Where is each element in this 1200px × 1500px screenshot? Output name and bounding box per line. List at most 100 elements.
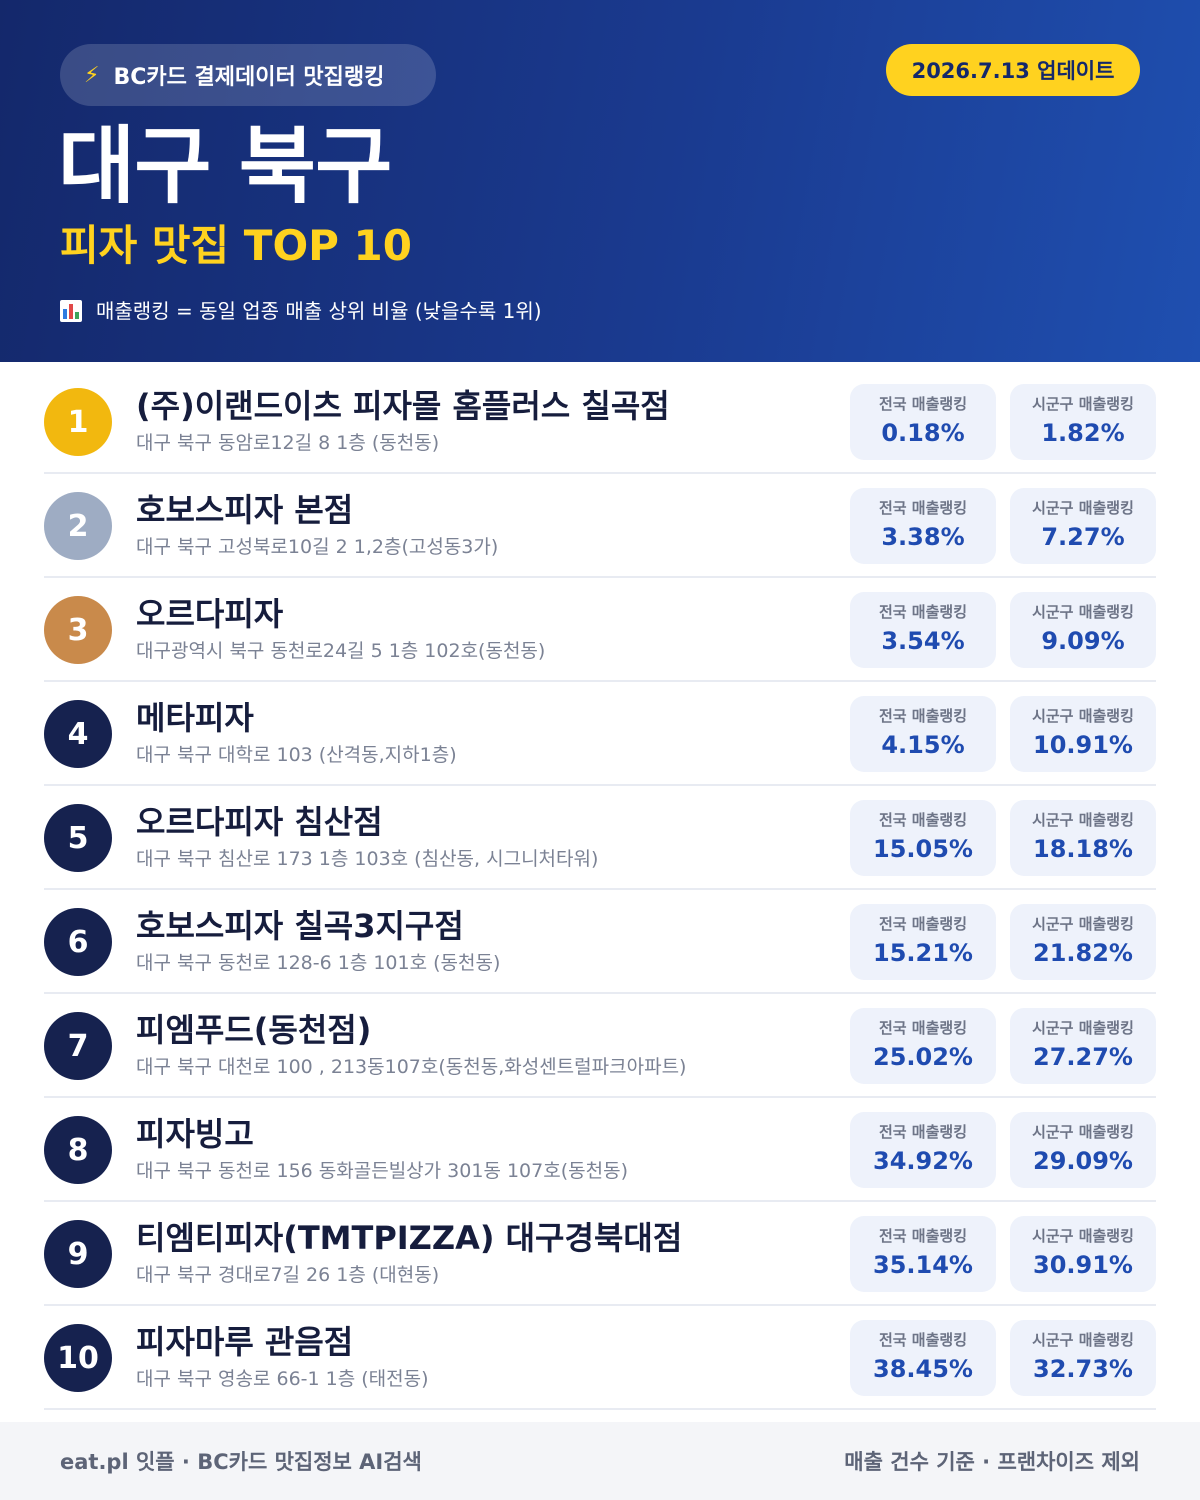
local-ranking-label: 시군구 매출랭킹: [1032, 1123, 1134, 1141]
list-item[interactable]: 8 피자빙고 대구 북구 동천로 156 동화골든빌상가 301동 107호(동천동…: [44, 1098, 1156, 1202]
restaurant-address: 대구 북구 동암로12길 8 1층 (동천동): [136, 432, 440, 454]
local-ranking-card: 시군구 매출랭킹 21.82%: [1010, 904, 1156, 980]
national-ranking-label: 전국 매출랭킹: [878, 915, 968, 933]
national-ranking-card: 전국 매출랭킹 34.92%: [850, 1112, 996, 1188]
restaurant-address: 대구 북구 대천로 100 , 213동107호(동천동,화성센트럴파크아파트): [136, 1056, 687, 1078]
page-subtitle: 피자 맛집 TOP 10: [60, 221, 413, 270]
rank-badge: 5: [44, 804, 112, 872]
rank-badge: 6: [44, 908, 112, 976]
list-item[interactable]: 7 피엠푸드(동천점) 대구 북구 대천로 100 , 213동107호(동천동,화…: [44, 994, 1156, 1098]
rank-badge: 2: [44, 492, 112, 560]
rank-badge: 4: [44, 700, 112, 768]
local-ranking-card: 시군구 매출랭킹 10.91%: [1010, 696, 1156, 772]
local-ranking-card: 시군구 매출랭킹 29.09%: [1010, 1112, 1156, 1188]
restaurant-name[interactable]: 호보스피자 본점: [136, 491, 354, 529]
national-ranking-card: 전국 매출랭킹 38.45%: [850, 1320, 996, 1396]
local-ranking-value: 7.27%: [1041, 523, 1125, 551]
national-ranking-label: 전국 매출랭킹: [878, 811, 968, 829]
restaurant-name[interactable]: 오르다피자 침산점: [136, 803, 383, 841]
national-ranking-card: 전국 매출랭킹 0.18%: [850, 384, 996, 460]
national-ranking-card: 전국 매출랭킹 4.15%: [850, 696, 996, 772]
ranking-note-text: 매출랭킹 = 동일 업종 매출 상위 비율 (낮을수록 1위): [96, 299, 542, 323]
rank-badge: 3: [44, 596, 112, 664]
header-banner: ⚡ BC카드 결제데이터 맛집랭킹 2026.7.13 업데이트 대구 북구 피…: [0, 0, 1200, 362]
local-ranking-value: 30.91%: [1033, 1251, 1133, 1279]
local-ranking-label: 시군구 매출랭킹: [1032, 603, 1134, 621]
rank-badge: 1: [44, 388, 112, 456]
restaurant-name[interactable]: (주)이랜드이츠 피자몰 홈플러스 칠곡점: [136, 387, 670, 425]
national-ranking-value: 3.38%: [881, 523, 965, 551]
footer: eat.pl 잇플 · BC카드 맛집정보 AI검색 매출 건수 기준 · 프랜…: [0, 1422, 1200, 1500]
local-ranking-card: 시군구 매출랭킹 30.91%: [1010, 1216, 1156, 1292]
national-ranking-value: 0.18%: [881, 419, 965, 447]
restaurant-address: 대구 북구 동천로 156 동화골든빌상가 301동 107호(동천동): [136, 1160, 628, 1182]
national-ranking-value: 4.15%: [881, 731, 965, 759]
local-ranking-value: 9.09%: [1041, 627, 1125, 655]
national-ranking-card: 전국 매출랭킹 15.05%: [850, 800, 996, 876]
restaurant-name[interactable]: 호보스피자 칠곡3지구점: [136, 907, 464, 945]
local-ranking-label: 시군구 매출랭킹: [1032, 1227, 1134, 1245]
local-ranking-value: 10.91%: [1033, 731, 1133, 759]
restaurant-address: 대구 북구 경대로7길 26 1층 (대현동): [136, 1264, 440, 1286]
national-ranking-value: 3.54%: [881, 627, 965, 655]
national-ranking-value: 34.92%: [873, 1147, 973, 1175]
local-ranking-label: 시군구 매출랭킹: [1032, 395, 1134, 413]
update-badge: 2026.7.13 업데이트: [886, 44, 1140, 96]
rank-badge: 10: [44, 1324, 112, 1392]
list-item[interactable]: 2 호보스피자 본점 대구 북구 고성북로10길 2 1,2층(고성동3가) 전국 매…: [44, 474, 1156, 578]
restaurant-name[interactable]: 피엠푸드(동천점): [136, 1011, 372, 1049]
restaurant-name[interactable]: 티엠티피자(TMTPIZZA) 대구경북대점: [136, 1219, 683, 1257]
national-ranking-value: 15.05%: [873, 835, 973, 863]
restaurant-address: 대구 북구 영송로 66-1 1층 (태전동): [136, 1368, 429, 1390]
local-ranking-card: 시군구 매출랭킹 18.18%: [1010, 800, 1156, 876]
local-ranking-value: 21.82%: [1033, 939, 1133, 967]
national-ranking-label: 전국 매출랭킹: [878, 707, 968, 725]
bolt-icon: ⚡: [84, 62, 100, 88]
local-ranking-label: 시군구 매출랭킹: [1032, 1331, 1134, 1349]
national-ranking-label: 전국 매출랭킹: [878, 1019, 968, 1037]
national-ranking-card: 전국 매출랭킹 3.54%: [850, 592, 996, 668]
local-ranking-label: 시군구 매출랭킹: [1032, 707, 1134, 725]
local-ranking-card: 시군구 매출랭킹 1.82%: [1010, 384, 1156, 460]
restaurant-name[interactable]: 피자빙고: [136, 1115, 254, 1153]
local-ranking-label: 시군구 매출랭킹: [1032, 811, 1134, 829]
restaurant-name[interactable]: 메타피자: [136, 699, 254, 737]
national-ranking-label: 전국 매출랭킹: [878, 395, 968, 413]
local-ranking-card: 시군구 매출랭킹 27.27%: [1010, 1008, 1156, 1084]
local-ranking-card: 시군구 매출랭킹 9.09%: [1010, 592, 1156, 668]
local-ranking-value: 18.18%: [1033, 835, 1133, 863]
restaurant-name[interactable]: 오르다피자: [136, 595, 284, 633]
local-ranking-label: 시군구 매출랭킹: [1032, 1019, 1134, 1037]
national-ranking-value: 35.14%: [873, 1251, 973, 1279]
rank-badge: 7: [44, 1012, 112, 1080]
page-title: 대구 북구: [58, 117, 392, 215]
restaurant-address: 대구광역시 북구 동천로24길 5 1층 102호(동천동): [136, 640, 546, 662]
list-item[interactable]: 6 호보스피자 칠곡3지구점 대구 북구 동천로 128-6 1층 101호 (동천…: [44, 890, 1156, 994]
rank-badge: 9: [44, 1220, 112, 1288]
national-ranking-label: 전국 매출랭킹: [878, 1123, 968, 1141]
national-ranking-value: 38.45%: [873, 1355, 973, 1383]
local-ranking-value: 27.27%: [1033, 1043, 1133, 1071]
footer-source: eat.pl 잇플 · BC카드 맛집정보 AI검색: [60, 1450, 422, 1474]
footer-criteria: 매출 건수 기준 · 프랜차이즈 제외: [844, 1450, 1140, 1474]
local-ranking-card: 시군구 매출랭킹 32.73%: [1010, 1320, 1156, 1396]
restaurant-address: 대구 북구 침산로 173 1층 103호 (침산동, 시그니처타워): [136, 848, 599, 870]
local-ranking-value: 32.73%: [1033, 1355, 1133, 1383]
restaurant-address: 대구 북구 대학로 103 (산격동,지하1층): [136, 744, 457, 766]
local-ranking-card: 시군구 매출랭킹 7.27%: [1010, 488, 1156, 564]
restaurant-name[interactable]: 피자마루 관음점: [136, 1323, 354, 1361]
source-label: BC카드 결제데이터 맛집랭킹: [113, 65, 385, 90]
national-ranking-label: 전국 매출랭킹: [878, 499, 968, 517]
national-ranking-label: 전국 매출랭킹: [878, 1331, 968, 1349]
bar-chart-icon: [60, 300, 82, 322]
local-ranking-value: 29.09%: [1033, 1147, 1133, 1175]
ranking-note: 매출랭킹 = 동일 업종 매출 상위 비율 (낮을수록 1위): [60, 296, 542, 326]
national-ranking-card: 전국 매출랭킹 25.02%: [850, 1008, 996, 1084]
